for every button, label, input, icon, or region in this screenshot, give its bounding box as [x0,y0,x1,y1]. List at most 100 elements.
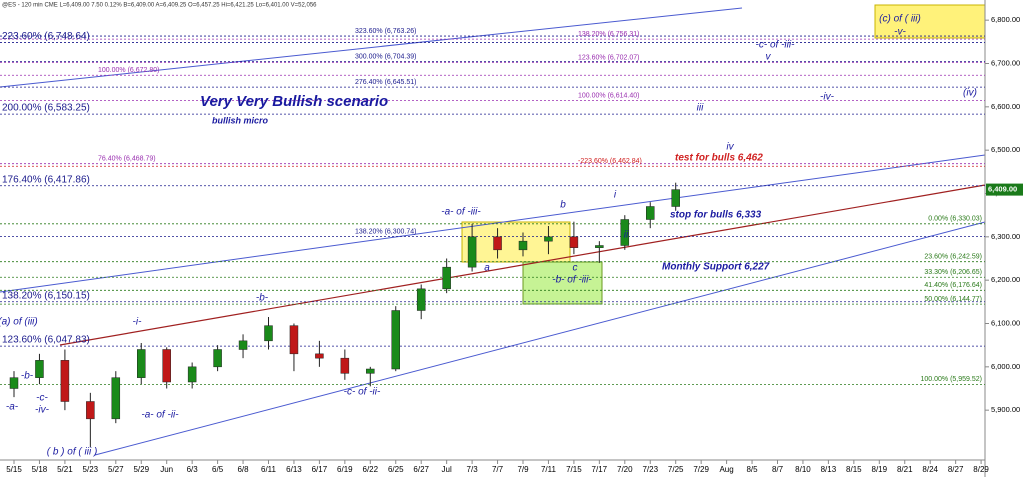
wave-label: v [766,52,772,63]
annotation: Monthly Support 6,227 [662,262,770,273]
candle-body [467,236,477,268]
annotation: Very Very Bullish scenario [200,93,388,110]
level-label: 100.00% (6,614.40) [578,92,640,99]
candle-body [289,325,299,355]
x-tick-label: 5/29 [133,465,149,474]
candle-body [391,310,400,370]
level-label: 76.40% (6,468.79) [98,156,156,163]
x-tick-label: 6/27 [413,465,429,474]
x-tick-label: 7/11 [541,465,557,474]
candle-body [620,219,630,246]
level-label: 300.00% (6,704.39) [355,53,417,60]
x-tick-label: 7/3 [467,465,479,474]
candle-body [9,377,19,389]
candle-body [366,368,375,374]
header: @ES - 120 min CME L=6,409.00 7.50 0.12% … [2,3,317,9]
y-tick-label: 6,200.00 [991,275,1020,284]
level-label: 0.00% (6,330.03) [928,216,982,223]
consolidation-box [461,221,571,263]
x-tick-label: 8/24 [922,465,938,474]
candle-body [595,245,604,248]
candle-body [86,401,95,420]
x-tick-label: 5/18 [32,465,48,474]
x-tick-label: 7/25 [668,465,684,474]
channel-upper [0,7,743,88]
x-tick-label: 7/7 [492,465,504,474]
x-tick-label: 5/21 [57,465,73,474]
x-tick-label: 6/25 [388,465,404,474]
wave-label: (c) of ( iii) [879,14,921,25]
x-tick-label: Jul [442,465,452,474]
last-price-label: 6,409.00 [988,185,1017,194]
x-tick-label: 7/29 [693,465,709,474]
candle-body [264,325,273,342]
wave-label: c [573,263,578,274]
wave-label: -v- [894,27,906,38]
x-tick-label: 7/17 [592,465,608,474]
annotation: bullish micro [212,115,269,125]
candle-body [187,366,197,383]
candle-body [442,266,451,290]
x-tick-label: 6/5 [212,465,224,474]
candle-body [518,240,528,251]
x-tick-label: 7/23 [642,465,658,474]
wave-label: -c- of -iii- [756,40,796,51]
candle-body [315,353,324,359]
x-tick-label: 6/3 [187,465,199,474]
x-tick-label: 8/19 [872,465,888,474]
candle-body [544,236,553,242]
wave-label: -a- of -iii- [441,207,481,218]
x-tick-label: 6/11 [261,465,277,474]
level-label: 200.00% (6,583.25) [2,103,90,114]
x-tick-label: 8/13 [821,465,837,474]
x-tick-label: 8/5 [746,465,758,474]
x-tick-label: 8/21 [897,465,913,474]
y-tick-label: 6,600.00 [991,102,1020,111]
candle-body [569,236,579,248]
support-box [522,261,603,305]
candle-body [671,189,680,207]
wave-label: (a) of (iii) [0,317,38,328]
x-tick-label: 5/15 [6,465,22,474]
level-label: 138.20% (6,150.15) [2,290,90,301]
x-tick-label: 8/29 [973,465,989,474]
y-tick-label: 6,300.00 [991,232,1020,241]
level-label: 223.60% (6,748.64) [2,31,90,42]
level-label: 176.40% (6,417.86) [2,174,90,185]
level-label: 100.00% (5,959.52) [921,376,983,383]
x-tick-label: 5/27 [108,465,124,474]
x-tick-label: 8/10 [795,465,811,474]
level-label: 41.40% (6,176.64) [924,282,982,289]
wave-label: (iv) [963,88,977,99]
annotation: test for bulls 6,462 [675,153,763,164]
y-tick-label: 6,800.00 [991,15,1020,24]
candle-body [111,377,121,420]
level-label: 138.20% (6,756.31) [578,31,640,38]
x-tick-label: 6/8 [237,465,249,474]
channel-lower [94,221,986,456]
candle-body [162,349,171,383]
wave-label: -c- [36,393,48,404]
level-label: 323.60% (6,763.26) [355,28,417,35]
wave-label: -c- of -ii- [344,387,381,398]
wave-label: -a- of -ii- [141,410,179,421]
x-tick-label: Jun [160,465,173,474]
candle-body [238,340,248,350]
x-tick-label: 8/15 [846,465,862,474]
candle-body [35,360,44,378]
candle-body [340,357,350,374]
wave-label: -i- [133,317,143,328]
x-tick-label: 8/27 [948,465,964,474]
x-tick-label: Aug [719,465,733,474]
level-label: 33.30% (6,206.65) [924,269,982,276]
x-tick-label: 7/9 [517,465,529,474]
candle-body [416,288,426,311]
y-tick-label: 5,900.00 [991,405,1020,414]
y-tick-label: 6,700.00 [991,58,1020,67]
x-tick-label: 6/19 [337,465,353,474]
wave-label: ii [624,230,629,241]
wave-label: iii [697,103,704,114]
level-label: 123.60% (6,047.83) [2,335,90,346]
annotation: stop for bulls 6,333 [670,210,762,221]
